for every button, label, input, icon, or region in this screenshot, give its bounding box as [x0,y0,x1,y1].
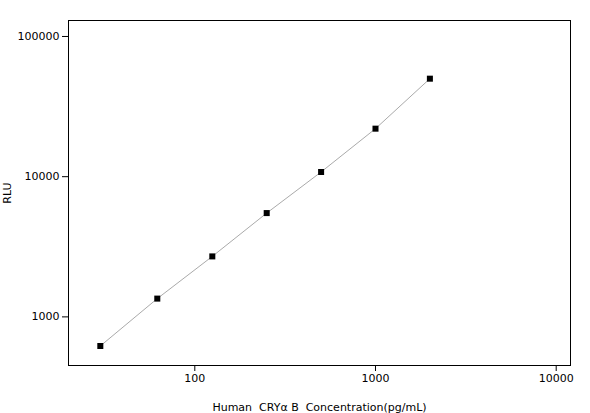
svg-text:RLU: RLU [1,182,14,203]
svg-text:1000: 1000 [361,372,389,385]
svg-text:1000: 1000 [32,310,60,323]
svg-text:100000: 100000 [18,30,60,43]
svg-text:100: 100 [184,372,205,385]
svg-text:Human CRYα B Concentration(p: Human CRYα B Concentration(pg/mL) [212,401,426,413]
svg-text:10000: 10000 [539,372,574,385]
svg-text:10000: 10000 [25,170,60,183]
